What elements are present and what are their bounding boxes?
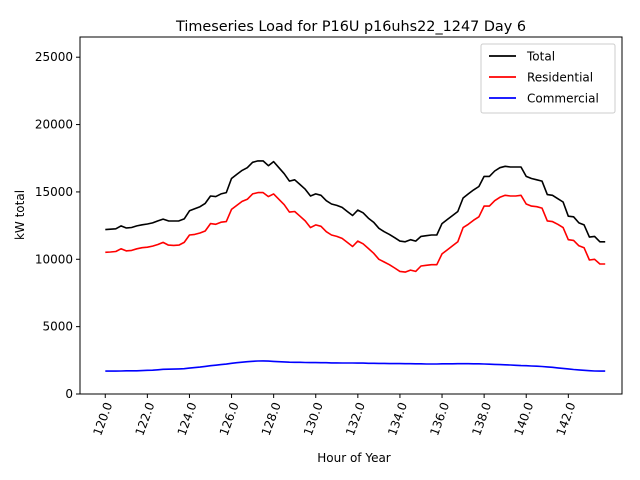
axes-frame <box>79 36 623 395</box>
chart-title: Timeseries Load for P16U p16uhs22_1247 D… <box>175 19 526 35</box>
y-axis-label: kW total <box>13 190 27 240</box>
y-tick-label: 25000 <box>35 50 73 64</box>
y-axis-ticks: 0 5000 10000 15000 20000 25000 <box>35 50 80 401</box>
legend-label-commercial: Commercial <box>527 92 599 106</box>
y-tick-label: 0 <box>65 387 73 401</box>
y-tick-label: 15000 <box>35 185 73 199</box>
legend-frame <box>480 43 616 114</box>
legend: Total Residential Commercial <box>480 43 616 114</box>
x-axis-label: Hour of Year <box>317 451 391 465</box>
y-tick-label: 5000 <box>42 320 73 334</box>
series-line-total <box>105 160 606 243</box>
series-line-commercial <box>105 360 606 372</box>
legend-label-total: Total <box>526 50 555 64</box>
y-tick-label: 10000 <box>35 252 73 266</box>
y-tick-label: 20000 <box>35 118 73 132</box>
plot-lines <box>105 160 606 372</box>
series-line-residential <box>105 191 606 273</box>
legend-label-residential: Residential <box>527 71 593 85</box>
